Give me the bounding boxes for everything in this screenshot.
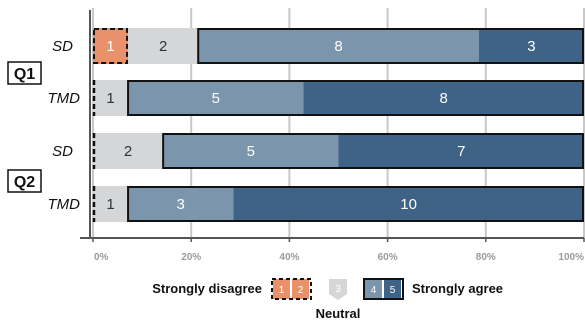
legend-swatch-4 [365, 279, 382, 299]
legend-neutral-label: Neutral [316, 306, 361, 321]
bar-value-label: 3 [527, 38, 535, 55]
bar-value-label: 10 [400, 196, 417, 213]
bar-segment-2 [93, 80, 129, 116]
group-label: Q1 [14, 66, 35, 83]
bar-segment-2 [128, 28, 199, 64]
bar-segment-5 [233, 186, 585, 222]
x-tick-label: 80% [476, 252, 496, 263]
legend-swatch-2 [292, 279, 309, 299]
x-tick-label: 0% [94, 252, 109, 263]
legend-swatch-label: 2 [298, 285, 304, 296]
agree-outline [127, 80, 584, 116]
row-label: SD [52, 143, 73, 160]
bar-value-label: 2 [124, 143, 132, 160]
bar-value-label: 1 [106, 196, 114, 213]
bar-value-label: 7 [457, 143, 465, 160]
legend-agree-outline [363, 278, 404, 300]
group-label-box [7, 169, 42, 193]
disagree-outline [93, 28, 129, 64]
x-axis: 0% 20% 40% 60% 80% 100% [80, 10, 585, 263]
bar-value-label: 8 [334, 38, 342, 55]
group-labels: Q1 Q2 [7, 61, 42, 193]
group-label: Q2 [14, 174, 35, 191]
row-label: SD [52, 38, 73, 55]
group-label-box [7, 61, 42, 85]
legend-disagree-outline [271, 278, 312, 300]
bar-segment-2 [93, 186, 129, 222]
legend-swatch-label: 3 [335, 284, 341, 295]
row-label: TMD [48, 196, 81, 213]
legend-swatch-3 [329, 279, 347, 300]
legend-right-label: Strongly agree [412, 281, 503, 296]
bar-segment-2 [93, 133, 164, 169]
legend-swatch-label: 1 [279, 285, 285, 296]
bar-segment-4 [128, 186, 234, 222]
legend-swatch-1 [273, 279, 290, 299]
legend-left-label: Strongly disagree [152, 281, 262, 296]
bar-value-label: 8 [440, 90, 448, 107]
bar-value-label: 5 [247, 143, 255, 160]
legend-swatch-5 [384, 279, 401, 299]
x-tick-label: 40% [279, 252, 299, 263]
legend-swatch-label: 4 [371, 285, 377, 296]
agree-outline [197, 28, 584, 64]
bar-segment-1 [93, 28, 129, 64]
row-label: TMD [48, 90, 81, 107]
bar-segment-4 [163, 133, 339, 169]
legend: Strongly disagree 1 2 3 Neutral 4 5 Strongly ag… [152, 278, 503, 321]
bar-value-label: 1 [106, 90, 114, 107]
bar-segment-4 [198, 28, 479, 64]
bar-segment-4 [128, 80, 304, 116]
agree-outline [162, 133, 584, 169]
bar-segment-5 [303, 80, 584, 116]
bar-value-label: 2 [159, 38, 167, 55]
bar-segment-5 [338, 133, 584, 169]
legend-swatch-label: 5 [390, 285, 396, 296]
agree-outline [127, 186, 584, 222]
bar-value-label: 3 [177, 196, 185, 213]
bar-segment-5 [478, 28, 584, 64]
bar-value-label: 5 [212, 90, 220, 107]
bars: 1 2 8 3 1 5 8 2 5 7 1 3 10 [92, 28, 585, 222]
x-tick-label: 100% [558, 252, 584, 263]
x-tick-label: 60% [378, 252, 398, 263]
bar-value-label: 1 [106, 38, 114, 55]
row-labels: SD TMD SD TMD [48, 38, 81, 213]
x-tick-label: 20% [181, 252, 201, 263]
